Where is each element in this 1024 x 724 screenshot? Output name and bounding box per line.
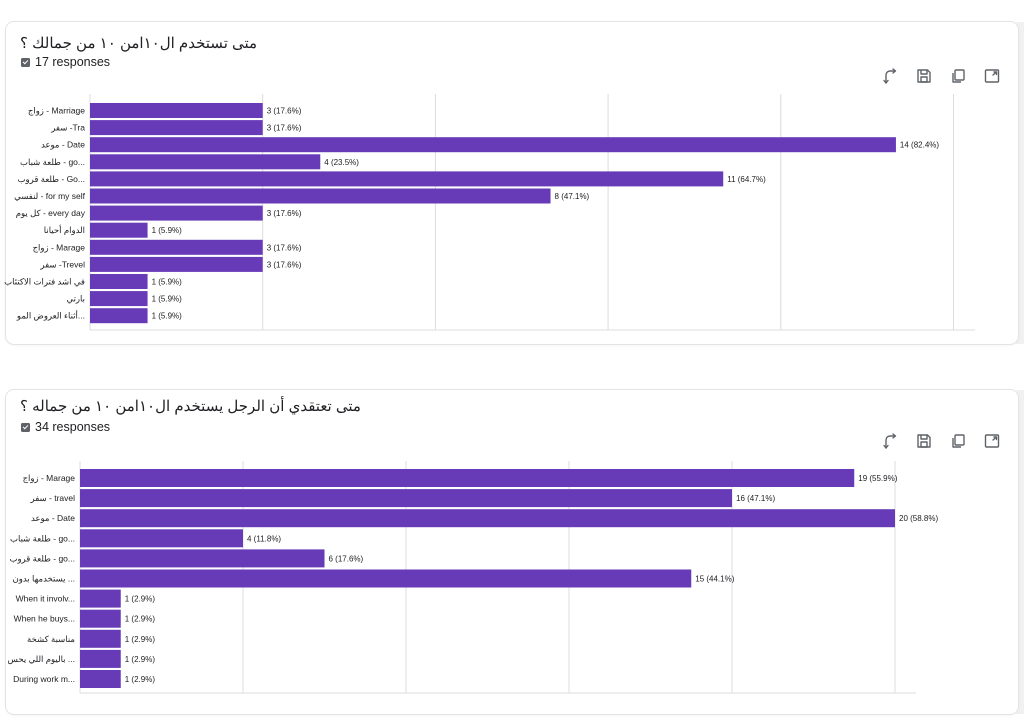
category-label-2-2: موعد - Date (31, 513, 75, 524)
category-label-1-6: كل يوم - every day (16, 208, 86, 219)
category-label-1-2: موعد - Date (41, 140, 85, 151)
bar-2-10 (80, 670, 121, 688)
bar-1-11 (90, 291, 148, 307)
bar-2-0 (80, 469, 855, 487)
data-label-1-2: 14 (82.4%) (900, 141, 939, 150)
data-label-2-8: 1 (2.9%) (125, 635, 156, 644)
data-label-1-11: 1 (5.9%) (152, 295, 183, 304)
expand-icon[interactable] (984, 68, 1000, 84)
data-label-1-4: 11 (64.7%) (727, 175, 766, 184)
checkbox-icon (21, 57, 30, 67)
category-label-2-9: باليوم اللي يحس ... (8, 654, 75, 665)
response-count-2: 34 responses (21, 420, 110, 434)
bar-1-9 (90, 256, 263, 272)
bar-2-8 (80, 629, 121, 648)
bar-1-3 (90, 154, 321, 170)
expand-icon[interactable] (984, 433, 1000, 449)
data-label-1-6: 3 (17.6%) (267, 209, 302, 218)
bar-2-6 (80, 589, 121, 608)
bar-1-0 (90, 103, 263, 118)
data-label-2-5: 15 (44.1%) (695, 575, 734, 584)
category-label-2-5: يستخدمها بدون ... (12, 574, 75, 585)
swap-axes-icon[interactable] (882, 433, 898, 449)
question-title-2: متى تعتقدي أن الرجل يستخدم ال١٠امن ١٠ من… (20, 398, 361, 415)
category-label-1-10: في اشد فترات الاكتئاب (4, 277, 85, 288)
bar-1-1 (90, 120, 263, 136)
bar-1-7 (90, 222, 148, 238)
category-label-2-3: طلعة شباب - go... (10, 533, 75, 543)
data-label-1-0: 3 (17.6%) (267, 107, 302, 116)
bar-1-10 (90, 274, 148, 289)
bar-1-12 (90, 308, 148, 324)
data-label-2-10: 1 (2.9%) (125, 675, 156, 684)
bar-2-4 (80, 549, 325, 568)
scroll-strip-2 (1016, 390, 1024, 714)
data-label-1-7: 1 (5.9%) (152, 226, 183, 235)
category-label-2-7: When he buys... (14, 614, 75, 624)
bar-2-5 (80, 569, 692, 588)
save-icon[interactable] (916, 68, 932, 84)
data-label-2-0: 19 (55.9%) (858, 474, 897, 483)
response-count-1: 17 responses (21, 55, 110, 69)
category-label-2-8: مناسبة كشخة (27, 634, 75, 644)
data-label-2-9: 1 (2.9%) (125, 655, 156, 664)
bar-2-7 (80, 609, 121, 628)
category-label-1-8: زواج - Marage (33, 242, 86, 253)
category-label-2-1: سفر - travel (30, 493, 76, 504)
response-count-text-1: 17 responses (35, 55, 111, 69)
category-label-1-4: طلعة قروب - Go... (18, 174, 85, 185)
chart-toolbar-1 (882, 68, 1000, 84)
category-label-2-4: طلعة قروب - go... (9, 553, 75, 564)
question-title-1: متى تستخدم ال١٠امن ١٠ من جمالك ؟ (20, 35, 258, 52)
copy-icon[interactable] (950, 68, 966, 84)
bar-1-5 (90, 188, 551, 204)
chart-toolbar-2 (882, 433, 1000, 449)
category-label-2-0: زواج - Marage (23, 473, 76, 484)
data-label-1-9: 3 (17.6%) (267, 260, 302, 269)
swap-axes-icon[interactable] (882, 68, 898, 84)
bar-1-4 (90, 171, 724, 187)
scroll-strip-1 (1016, 22, 1024, 344)
data-label-2-1: 16 (47.1%) (736, 494, 775, 503)
bar-2-9 (80, 649, 121, 668)
data-label-1-5: 8 (47.1%) (555, 192, 590, 201)
category-label-1-1: سفر -Tra (50, 123, 85, 134)
category-label-1-3: طلعة شباب - go... (20, 157, 85, 167)
category-label-1-11: بارتي (66, 294, 85, 305)
category-label-1-9: سفر -Trevel (39, 259, 85, 270)
bar-2-3 (80, 529, 243, 548)
data-label-1-8: 3 (17.6%) (267, 243, 302, 252)
data-label-1-12: 1 (5.9%) (152, 312, 183, 321)
data-label-1-1: 3 (17.6%) (267, 124, 302, 133)
data-label-1-3: 4 (23.5%) (324, 158, 359, 167)
data-label-1-10: 1 (5.9%) (152, 278, 183, 287)
data-label-2-3: 4 (11.8%) (247, 534, 281, 543)
category-label-1-5: لنفسي - for my self (14, 191, 86, 201)
data-label-2-7: 1 (2.9%) (125, 615, 156, 624)
copy-icon[interactable] (950, 433, 966, 449)
checkbox-icon (21, 422, 30, 432)
bar-1-2 (90, 137, 896, 153)
category-label-1-12: أثناء العروض المو... (16, 309, 85, 322)
bar-1-8 (90, 239, 263, 255)
response-count-text-2: 34 responses (35, 420, 111, 434)
bar-1-6 (90, 205, 263, 221)
category-label-2-6: When it involv... (16, 594, 75, 604)
data-label-2-6: 1 (2.9%) (125, 595, 156, 604)
bar-2-1 (80, 489, 732, 508)
category-label-1-0: زواج - Marriage (28, 106, 85, 117)
category-label-1-7: الدوام أحيانا (44, 223, 85, 236)
data-label-2-2: 20 (58.8%) (899, 514, 938, 523)
category-label-2-10: During work m... (13, 674, 75, 684)
bar-2-2 (80, 509, 895, 528)
save-icon[interactable] (916, 433, 932, 449)
data-label-2-4: 6 (17.6%) (329, 554, 364, 563)
